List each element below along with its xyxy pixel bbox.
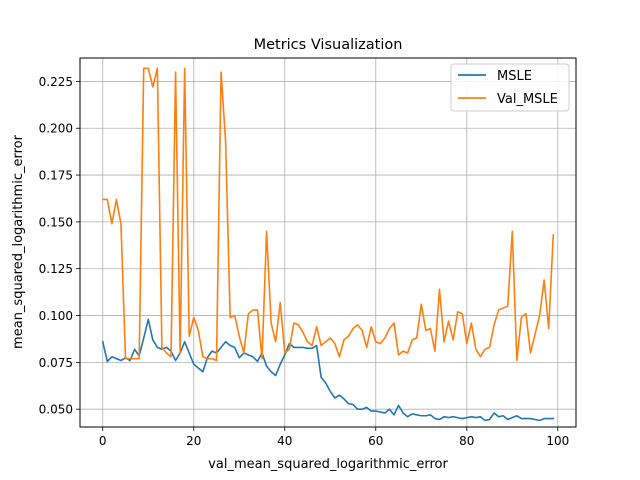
x-tick-label: 20 xyxy=(186,434,201,448)
chart-title: Metrics Visualization xyxy=(254,37,403,53)
y-tick-label: 0.075 xyxy=(39,356,73,370)
grid xyxy=(80,58,576,427)
series-line-val-msle xyxy=(101,67,555,362)
x-tick-label: 0 xyxy=(99,434,107,448)
ticks: 0 20 40 60 80 100 0.050 0.075 0.100 0.125 0.150 0.1… xyxy=(39,75,570,448)
y-tick-label: 0.050 xyxy=(39,403,73,417)
y-tick-label: 0.150 xyxy=(39,215,73,229)
x-axis-label: val_mean_squared_logarithmic_error xyxy=(208,457,448,472)
x-tick-label: 60 xyxy=(368,434,383,448)
y-tick-label: 0.125 xyxy=(39,262,73,276)
legend-label-val-msle: Val_MSLE xyxy=(497,92,558,107)
x-tick-label: 100 xyxy=(546,434,569,448)
y-axis-label: mean_squared_logarithmic_error xyxy=(11,134,26,349)
legend-label-msle: MSLE xyxy=(497,69,532,84)
y-tick-label: 0.225 xyxy=(39,75,73,89)
series-layer xyxy=(101,67,555,422)
y-tick-label: 0.100 xyxy=(39,309,73,323)
x-tick-label: 40 xyxy=(277,434,292,448)
series-line-msle xyxy=(101,318,555,422)
y-tick-label: 0.200 xyxy=(39,122,73,136)
y-tick-label: 0.175 xyxy=(39,169,73,183)
plot-area xyxy=(80,58,576,427)
x-tick-label: 80 xyxy=(459,434,474,448)
plot-frame xyxy=(79,57,577,428)
legend: MSLE Val_MSLE xyxy=(450,63,570,112)
